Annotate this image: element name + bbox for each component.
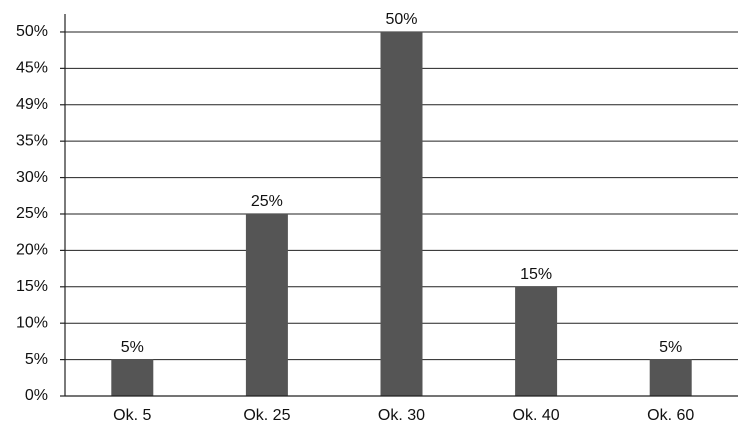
y-tick-label: 30% [16, 169, 48, 186]
y-tick-label: 35% [16, 132, 48, 149]
x-tick-label: Ok. 5 [113, 407, 151, 424]
y-tick-label: 15% [16, 278, 48, 295]
y-tick-label: 45% [16, 60, 48, 77]
bar [245, 213, 288, 396]
x-tick-label: Ok. 40 [513, 407, 560, 424]
y-tick-label: 50% [16, 23, 48, 40]
y-tick-label: 10% [16, 314, 48, 331]
bar [649, 359, 692, 396]
y-tick-label: 0% [25, 387, 48, 404]
y-tick-label: 25% [16, 205, 48, 222]
y-tick-label: 5% [25, 351, 48, 368]
y-tick-label: 20% [16, 242, 48, 259]
x-tick-label: Ok. 25 [243, 407, 290, 424]
y-tick-label: 49% [16, 96, 48, 113]
value-label: 15% [520, 266, 552, 283]
x-tick-label: Ok. 30 [378, 407, 425, 424]
bar [380, 31, 423, 396]
value-label: 25% [251, 193, 283, 210]
x-tick-label: Ok. 60 [647, 407, 694, 424]
value-label: 5% [121, 339, 144, 356]
bar [111, 359, 154, 396]
bar [515, 286, 558, 396]
value-label: 5% [659, 339, 682, 356]
value-label: 50% [385, 11, 417, 28]
